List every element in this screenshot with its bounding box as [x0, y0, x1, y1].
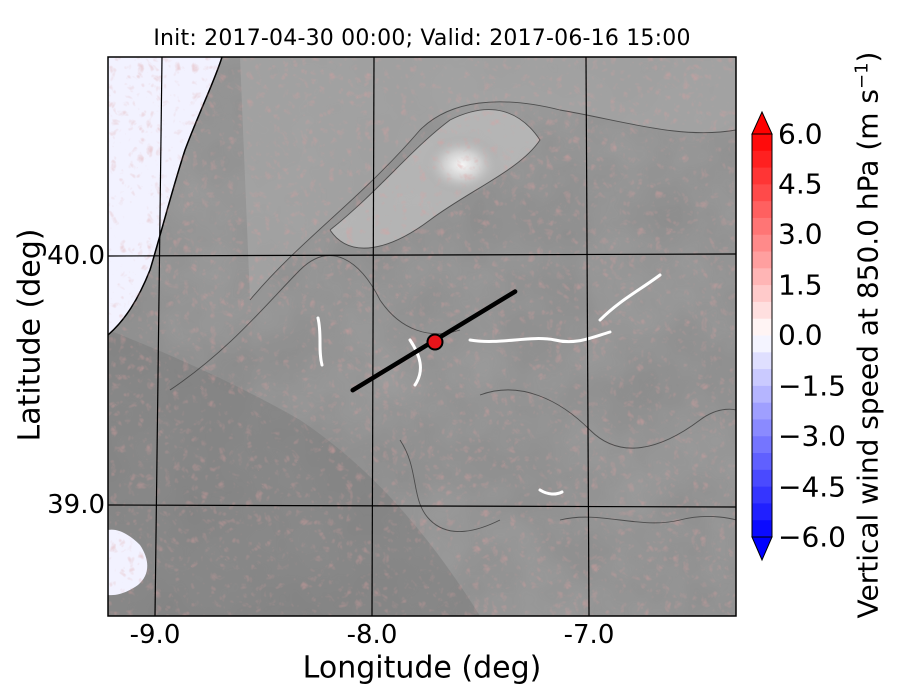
- colorbar-band: [752, 469, 772, 488]
- colorbar-tick-label: −1.5: [778, 369, 846, 403]
- colorbar-band: [752, 268, 772, 286]
- y-axis-label: Latitude (deg): [12, 228, 48, 442]
- map-gridlines: [107, 56, 737, 617]
- colorbar-band: [752, 301, 772, 320]
- colorbar-band: [752, 201, 772, 219]
- colorbar-band: [752, 402, 772, 420]
- plot-title: Init: 2017-04-30 00:00; Valid: 2017-06-1…: [153, 26, 691, 51]
- colorbar-band: [752, 436, 772, 454]
- colorbar-band: [752, 251, 772, 269]
- lon-tick-label: -9.0: [129, 620, 181, 650]
- lat-tick-label: 40.0: [47, 241, 105, 271]
- colorbar-extend-min: [751, 536, 773, 562]
- colorbar-tick-label: 4.5: [778, 167, 823, 201]
- colorbar-tick-label: −4.5: [778, 470, 846, 504]
- location-marker: [426, 333, 444, 351]
- lon-tick-label: -8.0: [346, 620, 398, 650]
- colorbar-label-text: Vertical wind speed at 850.0 hPa (m s: [851, 88, 885, 619]
- colorbar-band: [752, 369, 772, 387]
- colorbar-band: [752, 352, 772, 370]
- colorbar-label-close: ): [851, 51, 885, 63]
- colorbar-band: [752, 150, 772, 169]
- colorbar-band: [752, 285, 772, 303]
- colorbar-frame: [751, 133, 773, 538]
- colorbar-band: [752, 217, 772, 236]
- colorbar-band: [752, 453, 772, 471]
- colorbar-band: [752, 335, 772, 353]
- colorbar-band: [752, 520, 772, 538]
- colorbar-tick-label: 1.5: [778, 268, 823, 302]
- wind-field-overlay: [108, 57, 736, 616]
- colorbar-tick-label: 3.0: [778, 217, 823, 251]
- colorbar-tick-label: −3.0: [778, 419, 846, 453]
- colorbar-band: [752, 318, 772, 336]
- colorbar-label-exponent: −1: [851, 62, 873, 89]
- colorbar-band: [752, 385, 772, 404]
- colorbar-label: Vertical wind speed at 850.0 hPa (m s−1): [851, 52, 884, 619]
- map-panel: [108, 57, 736, 616]
- colorbar-band: [752, 486, 772, 504]
- colorbar-tick-label: −6.0: [778, 520, 846, 554]
- colorbar-band: [752, 134, 772, 152]
- colorbar-band: [752, 167, 772, 185]
- colorbar-tick-label: 6.0: [778, 117, 823, 151]
- colorbar-tick-label: 0.0: [778, 318, 823, 352]
- colorbar-band: [752, 234, 772, 253]
- colorbar-band: [752, 419, 772, 437]
- lat-tick-label: 39.0: [47, 490, 105, 520]
- lon-tick-label: -7.0: [563, 620, 615, 650]
- colorbar-bands: [752, 134, 772, 538]
- colorbar-extend-max: [751, 110, 773, 135]
- colorbar-band: [752, 503, 772, 521]
- x-axis-label: Longitude (deg): [302, 650, 542, 686]
- colorbar: [751, 110, 773, 562]
- rivers: [316, 273, 662, 496]
- map-frame: [107, 56, 737, 617]
- colorbar-band: [752, 184, 772, 202]
